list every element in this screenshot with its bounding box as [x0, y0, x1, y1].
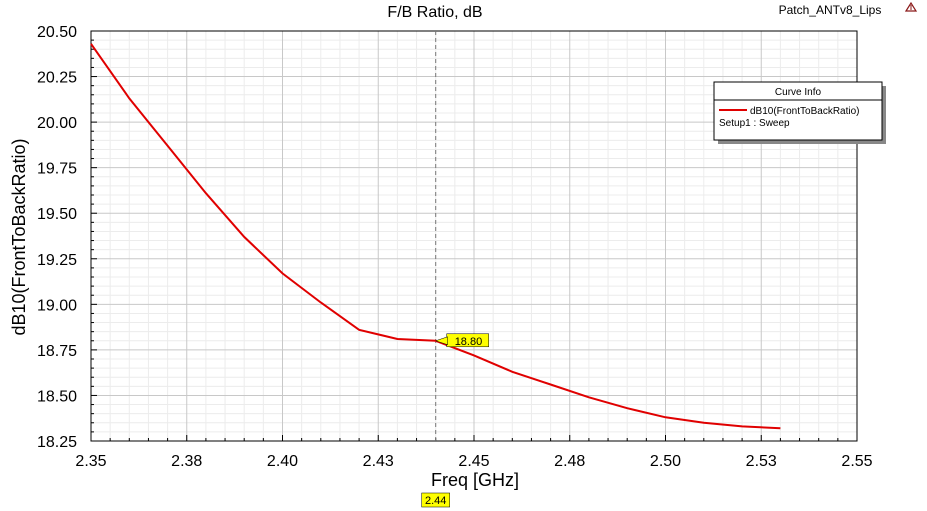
- y-tick-label: 18.75: [37, 343, 77, 360]
- y-tick-label: 20.00: [37, 115, 77, 132]
- legend-entry-setup: Setup1 : Sweep: [719, 118, 790, 129]
- marker-value: 18.80: [455, 336, 483, 348]
- x-tick-label: 2.38: [171, 453, 202, 470]
- x-tick-label: 2.40: [267, 453, 298, 470]
- x-tick-labels: 2.35 2.38 2.40 2.43 2.45 2.48 2.50 2.53 2.55: [75, 453, 872, 470]
- x-axis-title: Freq [GHz]: [431, 470, 519, 490]
- marker-x-box: [421, 492, 450, 508]
- y-tick-label: 18.50: [37, 388, 77, 405]
- x-tick-label: 2.53: [746, 453, 777, 470]
- x-tick-label: 2.35: [75, 453, 106, 470]
- marker-x-value: 2.44: [425, 495, 446, 507]
- x-tick-label: 2.55: [841, 453, 872, 470]
- marker-label[interactable]: 18.80: [434, 333, 489, 348]
- legend[interactable]: Curve Info dB10(FrontToBackRatio) Setup1…: [713, 81, 886, 144]
- y-tick-label: 20.25: [37, 70, 77, 87]
- x-tick-label: 2.45: [458, 453, 489, 470]
- y-tick-label: 18.25: [37, 434, 77, 451]
- chart-title: F/B Ratio, dB: [387, 4, 482, 21]
- y-tick-label: 20.50: [37, 24, 77, 41]
- y-tick-label: 19.75: [37, 161, 77, 178]
- marker-pointer: [434, 336, 448, 346]
- legend-entry-label: dB10(FrontToBackRatio): [750, 106, 860, 117]
- y-tick-labels: 18.25 18.50 18.75 19.00 19.25 19.50 19.75 20.00…: [37, 24, 77, 451]
- legend-title: Curve Info: [775, 87, 822, 98]
- x-tick-label: 2.48: [554, 453, 585, 470]
- x-tick-label: 2.43: [363, 453, 394, 470]
- ansys-logo-icon: [904, 1, 918, 12]
- y-tick-label: 19.50: [37, 206, 77, 223]
- y-tick-label: 19.00: [37, 297, 77, 314]
- y-tick-label: 19.25: [37, 252, 77, 269]
- y-axis-title: dB10(FrontToBackRatio): [9, 138, 29, 335]
- x-tick-label: 2.50: [650, 453, 681, 470]
- project-name: Patch_ANTv8_Lips: [779, 3, 882, 17]
- axis-ticks: [90, 30, 858, 442]
- marker-x-label[interactable]: 2.44: [421, 492, 450, 508]
